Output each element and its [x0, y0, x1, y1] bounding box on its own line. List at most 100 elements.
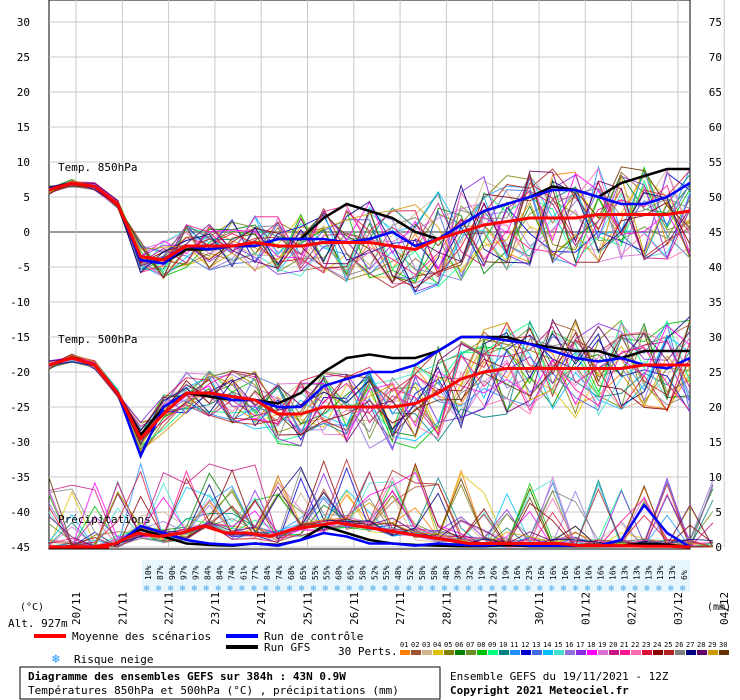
pert-swatch — [620, 650, 630, 655]
date-tick-label: 27/11 — [394, 592, 407, 625]
date-tick-label: 23/11 — [209, 592, 222, 625]
pert-number: 26 — [675, 641, 683, 649]
pert-number: 09 — [488, 641, 496, 649]
snowflake-icon: ❄ — [442, 584, 448, 594]
pert-swatch — [708, 650, 718, 655]
snowflake-icon: ❄ — [382, 584, 388, 594]
snowflake-icon: ❄ — [680, 584, 686, 594]
snowflake-icon: ❄ — [204, 584, 210, 594]
snow-risk-value: 32% — [466, 565, 475, 580]
pert-number: 04 — [433, 641, 441, 649]
pert-swatch — [510, 650, 520, 655]
pert-swatch — [598, 650, 608, 655]
pert-number: 18 — [587, 641, 595, 649]
snow-risk-value: 13% — [632, 565, 641, 580]
snowflake-icon: ❄ — [394, 584, 400, 594]
snow-risk-value: 13% — [668, 565, 677, 580]
pert-swatch — [532, 650, 542, 655]
right-tick-label: 20 — [709, 401, 722, 414]
pert-number: 06 — [455, 641, 463, 649]
perturbation-line-t850 — [48, 183, 691, 276]
snowflake-icon: ❄ — [299, 584, 305, 594]
snow-risk-value: 84% — [215, 565, 224, 580]
pert-swatch — [477, 650, 487, 655]
snowflake-icon: ❄ — [430, 584, 436, 594]
run-info: Ensemble GEFS du 19/11/2021 - 12Z — [450, 670, 669, 683]
series-line-t850 — [48, 181, 691, 262]
snowflake-icon: ❄ — [597, 584, 603, 594]
perturbation-line-t850 — [48, 174, 691, 293]
right-tick-label: 25 — [709, 366, 722, 379]
perturbation-line-t850 — [48, 175, 691, 283]
pert-number: 16 — [565, 641, 573, 649]
panel-label-t850: Temp. 850hPa — [58, 161, 137, 174]
pert-swatch — [455, 650, 465, 655]
snow-risk-value: 16% — [549, 565, 558, 580]
snow-risk-row: 10%❄87%❄90%❄97%❄97%❄84%❄84%❄74%❄61%❄77%❄… — [142, 560, 690, 594]
snowflake-icon: ❄ — [418, 584, 424, 594]
series-line-precip — [49, 520, 691, 549]
snowflake-icon: ❄ — [287, 584, 293, 594]
pert-swatch — [653, 650, 663, 655]
snowflake-icon: ❄ — [215, 584, 221, 594]
right-tick-label: 5 — [715, 506, 722, 519]
pert-number: 03 — [422, 641, 430, 649]
pert-swatch — [411, 650, 421, 655]
left-tick-label: 10 — [17, 156, 30, 169]
series-line-t850 — [48, 181, 691, 265]
right-tick-label: 0 — [715, 541, 722, 554]
date-tick-label: 03/12 — [672, 592, 685, 625]
legend-snow-label: Risque neige — [74, 653, 153, 666]
perturbation-line-t500 — [48, 325, 691, 436]
left-tick-label: -30 — [10, 436, 30, 449]
pert-swatch — [686, 650, 696, 655]
snowflake-icon: ❄ — [180, 584, 186, 594]
snowflake-icon: ❄ — [537, 584, 543, 594]
snow-risk-value: 68% — [335, 565, 344, 580]
pert-swatch — [664, 650, 674, 655]
snowflake-icon: ❄ — [478, 584, 484, 594]
snow-risk-value: 16% — [561, 565, 570, 580]
left-tick-label: 20 — [17, 86, 30, 99]
chart-subtitle: Températures 850hPa et 500hPa (°C) , pré… — [28, 684, 399, 697]
snow-risk-value: 10% — [144, 565, 153, 580]
pert-number: 23 — [642, 641, 650, 649]
pert-swatch — [631, 650, 641, 655]
date-tick-label: 01/12 — [579, 592, 592, 625]
snow-risk-value: 74% — [227, 565, 236, 580]
snow-risk-value: 65% — [299, 565, 308, 580]
snow-risk-value: 65% — [346, 565, 355, 580]
left-tick-label: -35 — [10, 471, 30, 484]
right-tick-label: 30 — [709, 331, 722, 344]
perturbation-line-t850 — [48, 181, 691, 270]
pert-number: 27 — [686, 641, 694, 649]
date-tick-label: 22/11 — [163, 592, 176, 625]
right-tick-label: 45 — [709, 226, 722, 239]
perturbation-line-t500 — [48, 318, 691, 446]
snow-risk-value: 52% — [370, 565, 379, 580]
right-tick-label: 10 — [709, 471, 722, 484]
pert-number: 01 — [400, 641, 408, 649]
left-tick-label: 25 — [17, 51, 30, 64]
snow-risk-value: 77% — [251, 565, 260, 580]
date-tick-label: 04/12 — [718, 592, 731, 625]
snow-risk-value: 23% — [525, 565, 534, 580]
snow-risk-value: 13% — [620, 565, 629, 580]
pert-number: 20 — [609, 641, 617, 649]
pert-swatch — [719, 650, 729, 655]
series-line-t500 — [48, 356, 690, 442]
snow-risk-value: 68% — [287, 565, 296, 580]
perturbation-line-precip — [48, 463, 714, 548]
right-axis-unit: (mm) — [707, 602, 731, 613]
pert-number: 29 — [708, 641, 716, 649]
perturbation-line-t500 — [48, 321, 691, 434]
date-tick-label: 30/11 — [533, 592, 546, 625]
snowflake-icon: ❄ — [251, 584, 257, 594]
date-tick-label: 02/12 — [626, 592, 639, 625]
legend-perts-label: 30 Perts. — [338, 645, 398, 658]
snowflake-icon: ❄ — [156, 584, 162, 594]
snow-risk-value: 87% — [156, 565, 165, 580]
perturbation-line-precip — [48, 479, 714, 548]
right-tick-label: 60 — [709, 121, 722, 134]
left-tick-label: -15 — [10, 331, 30, 344]
